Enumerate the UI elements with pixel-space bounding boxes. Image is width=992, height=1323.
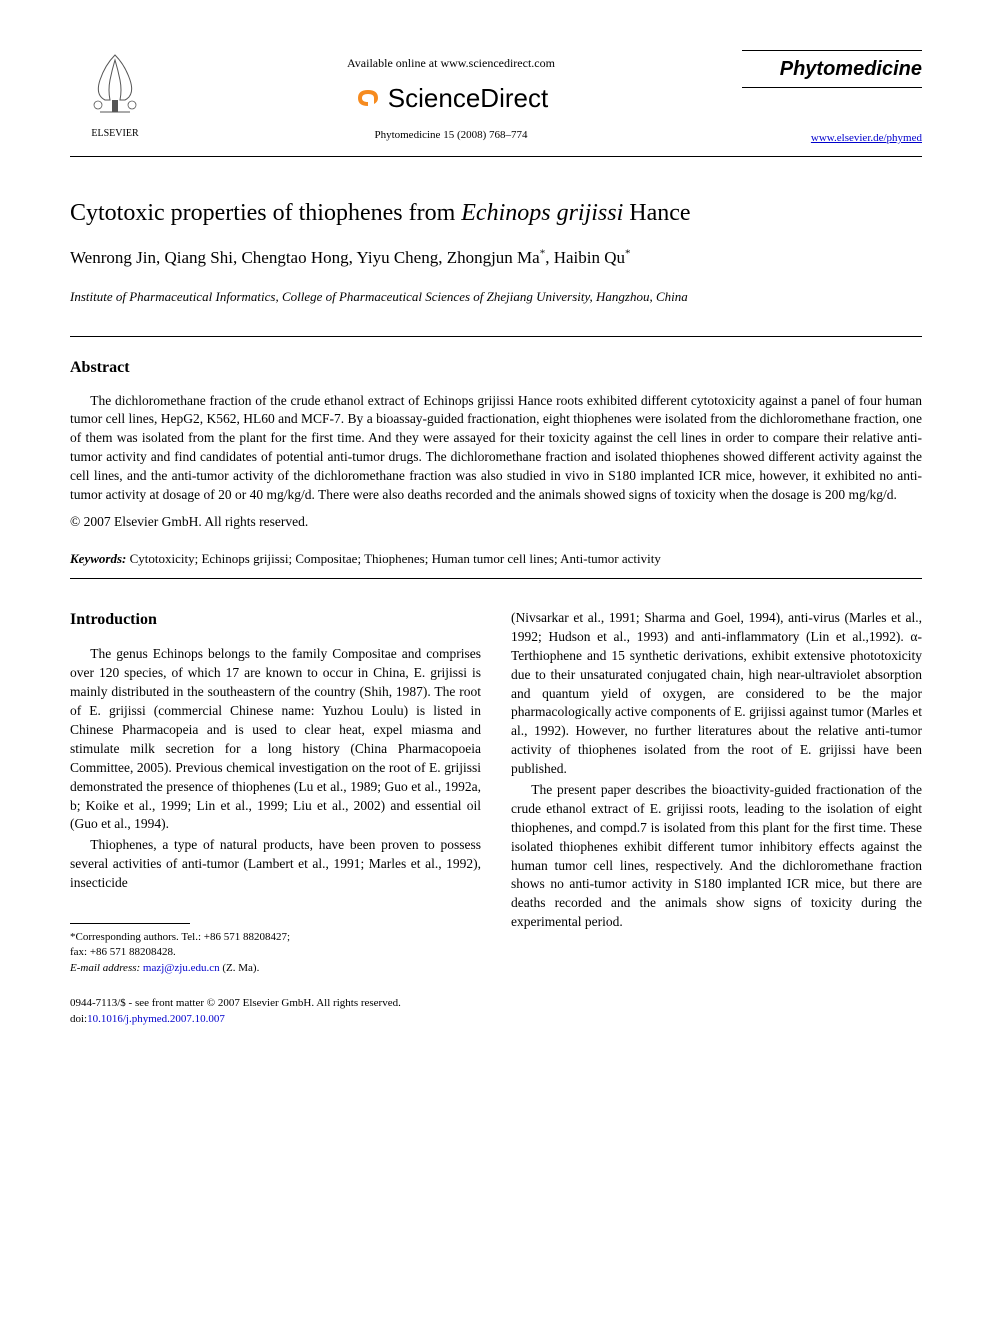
journal-url-link[interactable]: www.elsevier.de/phymed [811,132,922,144]
keywords-label: Keywords: [70,551,126,566]
elsevier-label: ELSEVIER [70,127,160,141]
keywords-text: Cytotoxicity; Echinops grijissi; Composi… [126,551,661,566]
elsevier-tree-icon [80,50,150,120]
elsevier-logo: ELSEVIER [70,50,160,141]
email-name: (Z. Ma). [222,962,259,974]
intro-para-3: (Nivsarkar et al., 1991; Sharma and Goel… [511,609,922,779]
authors-post: , Haibin Qu [545,248,625,267]
email-link[interactable]: mazj@zju.edu.cn [143,962,220,974]
affiliation-text: Institute of Pharmaceutical Informatics,… [70,288,922,306]
corresponding-asterisk-2: * [625,248,631,260]
introduction-heading: Introduction [70,609,481,631]
post-abstract-divider [70,578,922,579]
body-two-column: Introduction The genus Echinops belongs … [70,609,922,1027]
footnote-block: *Corresponding authors. Tel.: +86 571 88… [70,930,481,976]
title-pre: Cytotoxic properties of thiophenes from [70,200,461,226]
corresponding-author-line: *Corresponding authors. Tel.: +86 571 88… [70,930,481,945]
center-header: Available online at www.sciencedirect.co… [160,50,742,144]
bottom-meta: 0944-7113/$ - see front matter © 2007 El… [70,996,481,1027]
citation-text: Phytomedicine 15 (2008) 768–774 [160,128,742,143]
title-species: Echinops grijissi [461,200,623,226]
doi-link[interactable]: 10.1016/j.phymed.2007.10.007 [87,1013,225,1025]
email-line: E-mail address: mazj@zju.edu.cn (Z. Ma). [70,961,481,976]
journal-name: Phytomedicine [742,50,922,88]
intro-para-4: The present paper describes the bioactiv… [511,781,922,932]
abstract-copyright: © 2007 Elsevier GmbH. All rights reserve… [70,513,922,532]
email-label: E-mail address: [70,962,140,974]
title-post: Hance [623,200,690,226]
pre-abstract-divider [70,336,922,337]
article-title: Cytotoxic properties of thiophenes from … [70,197,922,231]
abstract-heading: Abstract [70,357,922,379]
intro-para-2: Thiophenes, a type of natural products, … [70,836,481,893]
sciencedirect-label: ScienceDirect [388,80,548,116]
header-row: ELSEVIER Available online at www.science… [70,50,922,148]
intro-para-1: The genus Echinops belongs to the family… [70,645,481,834]
footnote-separator [70,923,190,924]
doi-line: doi:10.1016/j.phymed.2007.10.007 [70,1012,481,1027]
issn-line: 0944-7113/$ - see front matter © 2007 El… [70,996,481,1011]
left-column: Introduction The genus Echinops belongs … [70,609,481,1027]
header-divider [70,156,922,157]
available-online-text: Available online at www.sciencedirect.co… [160,55,742,72]
right-column: (Nivsarkar et al., 1991; Sharma and Goel… [511,609,922,1027]
journal-box: Phytomedicine www.elsevier.de/phymed [742,50,922,148]
sciencedirect-row: ScienceDirect [160,80,742,116]
sciencedirect-icon [354,84,382,112]
abstract-text: The dichloromethane fraction of the crud… [70,392,922,505]
keywords-line: Keywords: Cytotoxicity; Echinops grijiss… [70,550,922,568]
fax-line: fax: +86 571 88208428. [70,945,481,960]
authors-main: Wenrong Jin, Qiang Shi, Chengtao Hong, Y… [70,248,540,267]
doi-label: doi: [70,1013,87,1025]
authors-line: Wenrong Jin, Qiang Shi, Chengtao Hong, Y… [70,246,922,270]
